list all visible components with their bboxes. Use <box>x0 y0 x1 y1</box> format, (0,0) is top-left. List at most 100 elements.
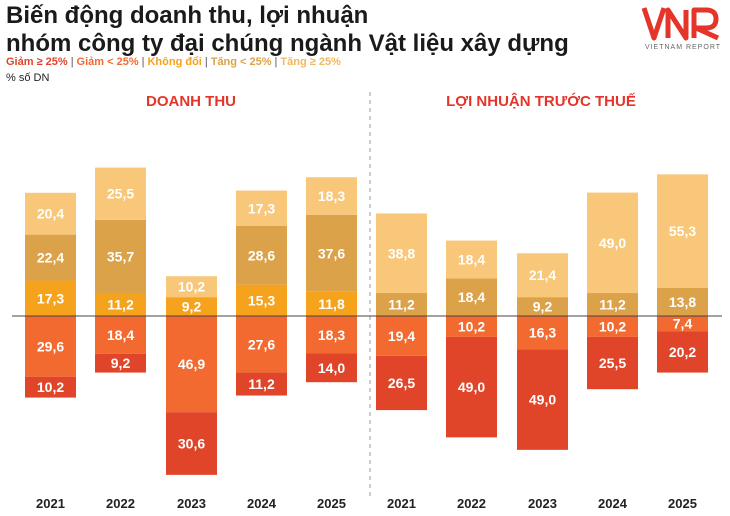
data-label-2-2022-s0: 49,0 <box>458 379 485 395</box>
year-label-1-2025: 2025 <box>317 496 346 511</box>
bar-segment-2-2024-s4 <box>587 192 638 294</box>
data-label-1-2024-s4: 17,3 <box>248 200 275 216</box>
data-label-2-2024-s0: 25,5 <box>599 355 626 371</box>
data-label-1-2025-s4: 18,3 <box>318 188 345 204</box>
bar-segment-1-2023-s1 <box>166 316 217 413</box>
year-label-1-2022: 2022 <box>106 496 135 511</box>
data-label-1-2025-s3: 37,6 <box>318 245 345 261</box>
bar-segment-1-2023-s0 <box>166 412 217 475</box>
data-label-2-2023-s3: 9,2 <box>533 299 553 315</box>
chart-title: Biến động doanh thu, lợi nhuận nhóm công… <box>6 2 569 58</box>
data-label-2-2022-s1: 10,2 <box>458 318 485 334</box>
data-label-2-2021-s0: 26,5 <box>388 375 415 391</box>
year-label-2-2021: 2021 <box>387 496 416 511</box>
bar-segment-1-2022-s4 <box>95 167 146 220</box>
year-label-1-2021: 2021 <box>36 496 65 511</box>
data-label-1-2022-s4: 25,5 <box>107 186 134 202</box>
bar-segment-1-2024-s4 <box>236 190 287 227</box>
bar-segment-1-2025-s2 <box>306 291 357 316</box>
legend-item-giam-lt-25: Giảm < 25% <box>76 56 139 68</box>
bar-segment-1-2021-s0 <box>25 376 76 398</box>
bar-segment-1-2024-s3 <box>236 226 287 285</box>
bar-segment-1-2024-s0 <box>236 372 287 396</box>
bar-segment-2-2024-s3 <box>587 293 638 316</box>
bar-segment-1-2021-s4 <box>25 192 76 235</box>
bar-segment-1-2025-s4 <box>306 177 357 215</box>
bar-segment-2-2021-s3 <box>376 293 427 316</box>
bar-segment-1-2021-s1 <box>25 316 76 377</box>
legend-separator: | <box>274 56 278 68</box>
year-label-1-2023: 2023 <box>177 496 206 511</box>
bar-segment-2-2023-s0 <box>517 349 568 450</box>
bar-segment-2-2025-s1 <box>657 316 708 332</box>
bar-segment-1-2025-s0 <box>306 353 357 383</box>
data-label-1-2022-s0: 9,2 <box>111 355 131 371</box>
vnr-logo-mark <box>641 7 720 41</box>
bar-segment-2-2023-s4 <box>517 253 568 298</box>
bar-segment-2-2025-s3 <box>657 287 708 316</box>
data-label-1-2021-s3: 22,4 <box>37 250 64 266</box>
data-label-1-2024-s1: 27,6 <box>248 336 275 352</box>
legend-separator: | <box>141 56 145 68</box>
data-label-2-2022-s4: 18,4 <box>458 251 485 267</box>
bar-segment-2-2022-s3 <box>446 278 497 316</box>
title-line-2: nhóm công ty đại chúng ngành Vật liệu xâ… <box>6 30 569 57</box>
data-label-2-2025-s4: 55,3 <box>669 223 696 239</box>
data-label-1-2024-s0: 11,2 <box>248 376 275 392</box>
bar-segment-2-2023-s1 <box>517 316 568 350</box>
bar-segment-1-2025-s3 <box>306 214 357 292</box>
data-label-2-2025-s0: 20,2 <box>669 344 696 360</box>
data-label-2-2023-s0: 49,0 <box>529 392 556 408</box>
bar-segment-1-2021-s2 <box>25 280 76 316</box>
year-label-1-2024: 2024 <box>247 496 277 511</box>
bar-segment-2-2022-s4 <box>446 240 497 279</box>
legend-item-tang-ge-25: Tăng ≥ 25% <box>280 56 341 68</box>
data-label-1-2022-s3: 35,7 <box>107 248 134 264</box>
legend-item-khong-doi: Không đổi <box>147 56 202 68</box>
bar-segment-2-2025-s0 <box>657 331 708 373</box>
data-label-2-2024-s1: 10,2 <box>599 318 626 334</box>
bar-segment-1-2021-s3 <box>25 234 76 281</box>
bar-segment-1-2022-s2 <box>95 293 146 316</box>
bar-segment-1-2025-s1 <box>306 316 357 354</box>
data-label-1-2021-s2: 17,3 <box>37 290 64 306</box>
data-label-1-2021-s4: 20,4 <box>37 206 64 222</box>
bar-marks <box>25 167 708 475</box>
bar-segment-2-2025-s4 <box>657 174 708 288</box>
bar-segment-1-2022-s1 <box>95 316 146 354</box>
data-label-2-2023-s4: 21,4 <box>529 267 556 283</box>
bar-segment-2-2023-s3 <box>517 297 568 316</box>
bar-segment-1-2022-s3 <box>95 219 146 294</box>
data-label-1-2025-s0: 14,0 <box>318 360 345 376</box>
legend-separator: | <box>70 56 74 68</box>
bar-segment-1-2023-s4 <box>166 276 217 298</box>
bar-segment-1-2024-s1 <box>236 316 287 373</box>
bar-segment-2-2022-s0 <box>446 336 497 438</box>
data-label-2-2021-s1: 19,4 <box>388 328 415 344</box>
data-label-1-2022-s2: 11,2 <box>107 297 134 313</box>
data-label-1-2025-s1: 18,3 <box>318 327 345 343</box>
data-label-1-2021-s0: 10,2 <box>37 379 64 395</box>
year-label-2-2023: 2023 <box>528 496 557 511</box>
data-label-2-2024-s3: 11,2 <box>599 297 626 313</box>
data-label-1-2023-s4: 10,2 <box>178 279 205 295</box>
data-label-1-2024-s3: 28,6 <box>248 247 275 263</box>
data-label-1-2023-s0: 30,6 <box>178 436 205 452</box>
group-title-2: LỢI NHUẬN TRƯỚC THUẾ <box>446 92 636 110</box>
data-label-1-2021-s1: 29,6 <box>37 338 64 354</box>
group-title-1: DOANH THU <box>146 93 236 110</box>
data-label-2-2022-s3: 18,4 <box>458 289 485 305</box>
year-label-2-2024: 2024 <box>598 496 628 511</box>
data-label-2-2024-s4: 49,0 <box>599 235 626 251</box>
data-label-1-2025-s2: 11,8 <box>318 296 345 312</box>
data-label-2-2025-s3: 13,8 <box>669 294 696 310</box>
unit-label: % số DN <box>6 72 50 84</box>
legend: Giảm ≥ 25% | Giảm < 25% | Không đổi | Tăng < 2… <box>6 56 341 68</box>
data-label-2-2023-s1: 16,3 <box>529 325 556 341</box>
bar-segment-2-2021-s0 <box>376 355 427 411</box>
bar-segment-1-2022-s0 <box>95 353 146 373</box>
year-label-2-2022: 2022 <box>457 496 486 511</box>
bar-segment-2-2024-s0 <box>587 336 638 390</box>
data-label-2-2021-s4: 38,8 <box>388 245 415 261</box>
